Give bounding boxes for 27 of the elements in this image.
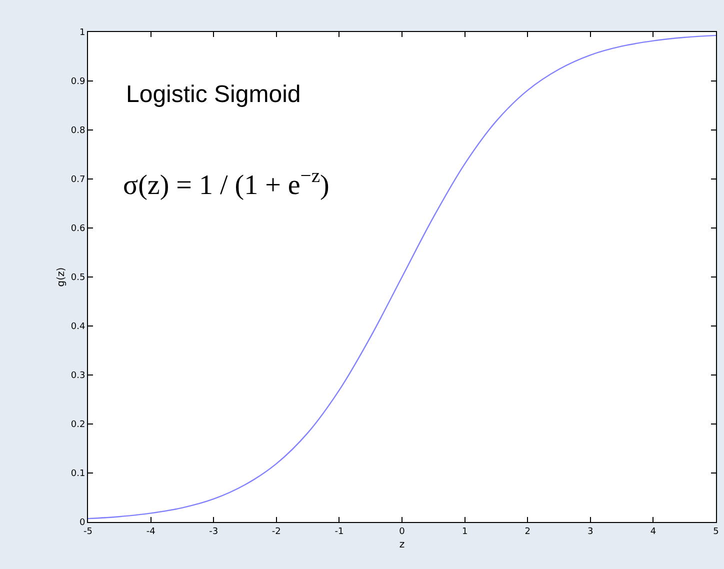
y-axis-title: g(z) [56, 267, 67, 287]
y-tick-label: 0.8 [70, 126, 86, 136]
y-tick-label: 1 [79, 28, 86, 38]
y-tick-label: 0.2 [70, 420, 86, 430]
x-tick-label: 4 [650, 526, 656, 537]
x-tick-label: 2 [524, 526, 530, 537]
y-tick-label: 0.6 [70, 224, 86, 234]
x-tick-label: 1 [462, 526, 468, 537]
y-tick-label: 0.9 [70, 77, 86, 88]
x-tick-label: 3 [588, 526, 594, 537]
x-tick-label: -3 [209, 526, 218, 537]
x-tick-label: 0 [399, 526, 406, 537]
y-tick-label: 0.7 [70, 175, 86, 186]
x-tick-label: -1 [334, 526, 344, 537]
line-series [88, 34, 716, 520]
x-tick-label: -4 [146, 526, 156, 537]
y-tick-label: 0.4 [70, 322, 86, 332]
y-tick-label: 0.3 [70, 371, 86, 382]
annotation: Logistic Sigmoid [126, 81, 301, 108]
x-axis-title: z [399, 539, 405, 550]
x-tick-label: -2 [272, 526, 281, 537]
y-tick-label: 0.5 [70, 273, 86, 284]
x-tick-label: 5 [713, 526, 719, 537]
y-tick-label: 0.1 [70, 469, 86, 480]
x-tick-label: -5 [84, 526, 92, 537]
annotation: σ(z) = 1 / (1 + e$^{−z}$) [123, 166, 330, 201]
y-tick-label: 0 [79, 518, 86, 528]
